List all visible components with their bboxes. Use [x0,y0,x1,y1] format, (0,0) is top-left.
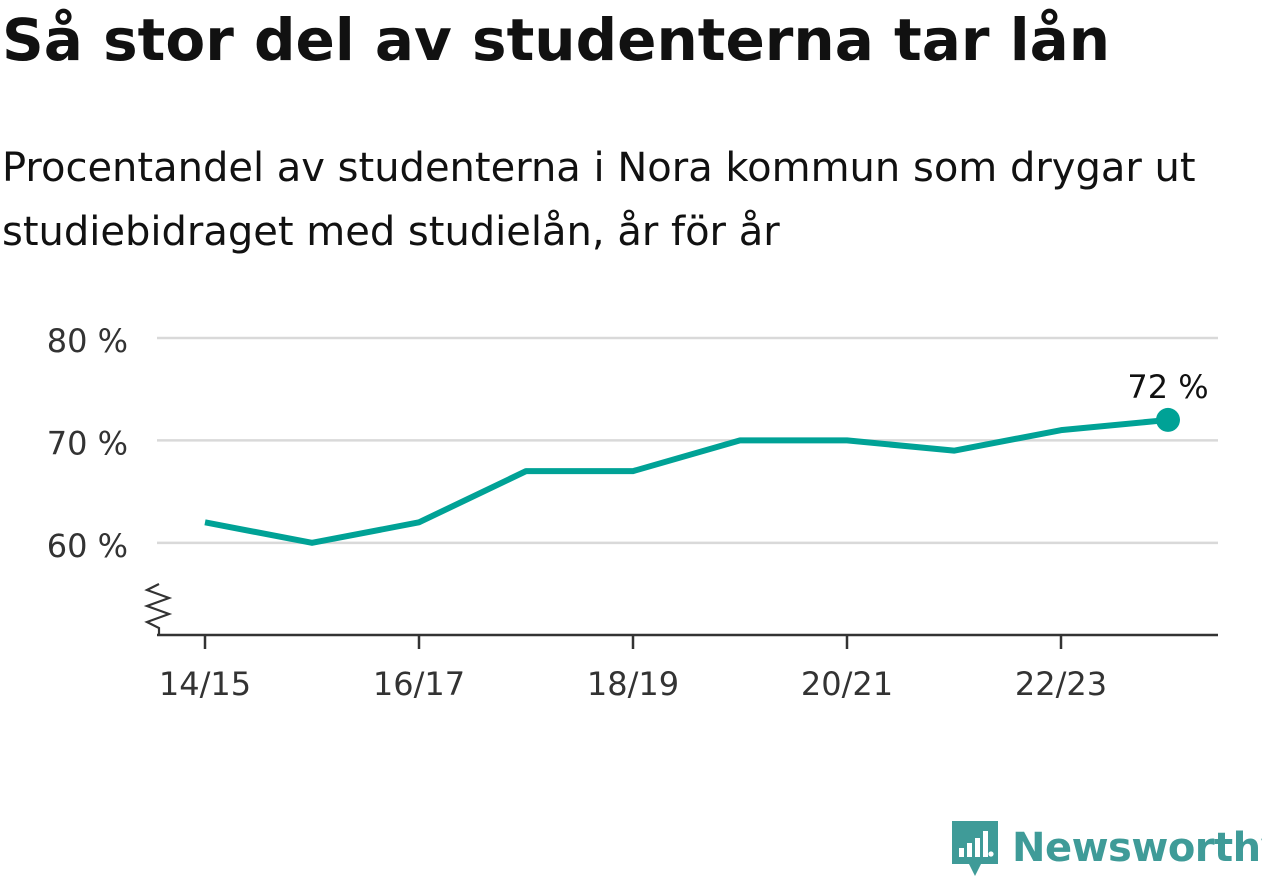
series-line [204,416,1169,546]
gridlines [157,336,1218,545]
x-tick-label: 16/17 [373,665,465,703]
x-tick-label: 22/23 [1015,665,1107,703]
x-tick-label: 18/19 [587,665,679,703]
y-tick-label: 60 % [47,527,128,565]
x-axis-ticks: 14/15 16/17 18/19 20/21 22/23 [159,635,1107,703]
newsworthy-logo-icon [952,821,998,876]
x-tick-label: 20/21 [801,665,893,703]
brand: Newsworthy [950,818,1262,878]
x-axis [143,583,1218,637]
end-point-marker [1156,407,1180,432]
y-tick-label: 70 % [47,424,128,462]
brand-name: Newsworthy [1012,825,1262,871]
y-axis-ticks: 60 % 70 % 80 % [47,322,128,565]
series-group: 72 % [204,368,1209,546]
chart-title: Så stor del av studenterna tar lån [2,6,1111,74]
x-tick-label: 14/15 [159,665,251,703]
y-tick-label: 80 % [47,322,128,360]
axis-break-icon [143,583,173,635]
end-value-label: 72 % [1127,368,1208,406]
chart-subtitle: Procentandel av studenterna i Nora kommu… [2,145,1196,255]
